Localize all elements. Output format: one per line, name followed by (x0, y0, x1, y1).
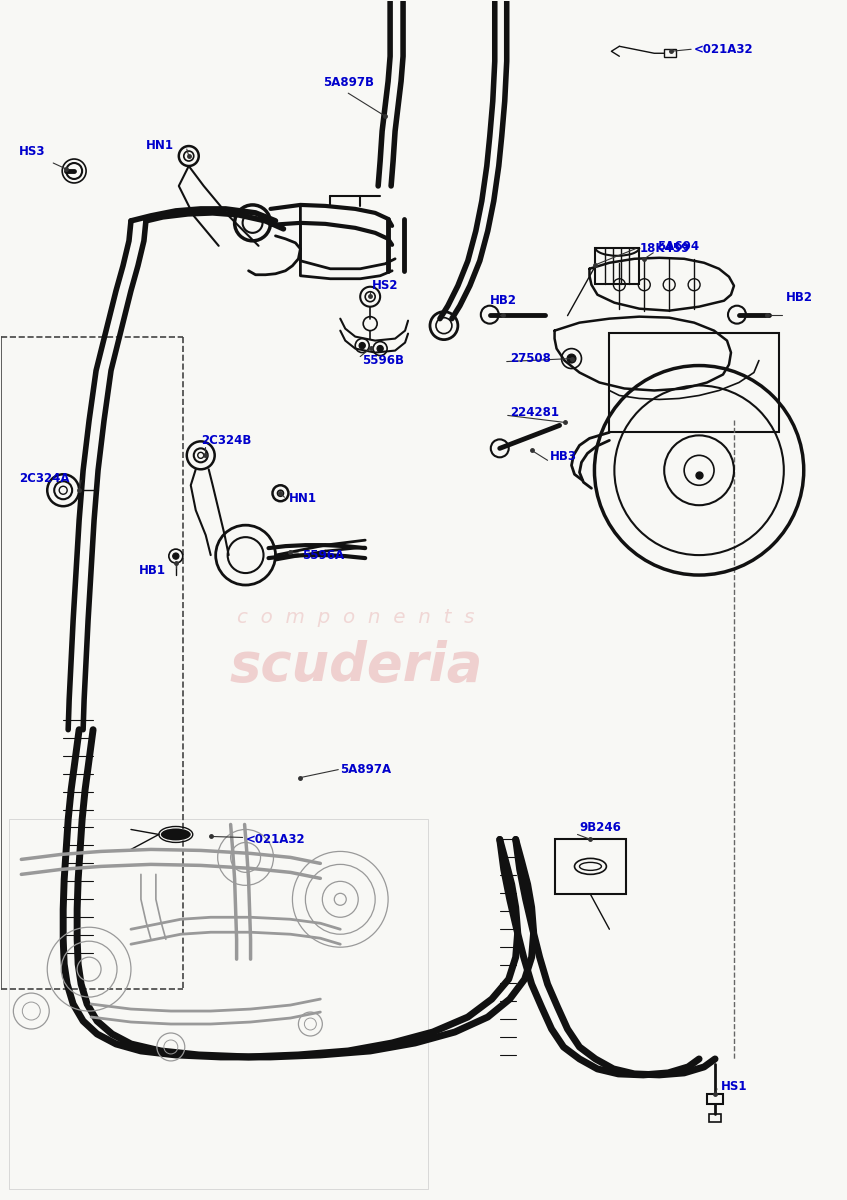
Text: scuderia: scuderia (230, 640, 483, 692)
Text: 5596A: 5596A (302, 548, 345, 562)
Text: 9B246: 9B246 (579, 821, 622, 834)
Text: 2C324A: 2C324A (19, 472, 69, 485)
Text: <021A32: <021A32 (246, 833, 305, 846)
Text: 5A897A: 5A897A (340, 763, 391, 776)
Bar (9, 820, 428, 1189)
Bar (664, 49, 676, 58)
Circle shape (359, 342, 365, 349)
Text: 18K459: 18K459 (639, 242, 689, 256)
Bar (709, 1114, 721, 1122)
Text: HS3: HS3 (19, 144, 46, 157)
Text: HN1: HN1 (146, 138, 174, 151)
Ellipse shape (161, 828, 191, 840)
Bar (595, 248, 639, 283)
Text: <021A32: <021A32 (694, 43, 754, 55)
Text: 5596B: 5596B (363, 354, 404, 367)
Text: HB2: HB2 (786, 292, 813, 305)
Circle shape (173, 553, 179, 559)
Bar (707, 1094, 723, 1104)
Text: 27508: 27508 (510, 352, 551, 365)
Text: HS1: HS1 (721, 1080, 748, 1093)
Circle shape (567, 354, 576, 364)
Text: HB1: HB1 (139, 564, 166, 576)
Text: HB3: HB3 (550, 450, 577, 463)
Text: HN1: HN1 (289, 492, 317, 505)
Bar (555, 840, 626, 894)
Text: 5A694: 5A694 (657, 240, 700, 253)
Text: HS2: HS2 (372, 280, 399, 293)
Circle shape (377, 346, 384, 352)
Text: 224281: 224281 (510, 406, 559, 419)
Text: HB2: HB2 (490, 294, 517, 307)
Text: 5A897B: 5A897B (323, 76, 374, 89)
Bar (609, 332, 779, 432)
Text: 2C324B: 2C324B (201, 434, 251, 446)
Text: c  o  m  p  o  n  e  n  t  s: c o m p o n e n t s (237, 608, 474, 628)
